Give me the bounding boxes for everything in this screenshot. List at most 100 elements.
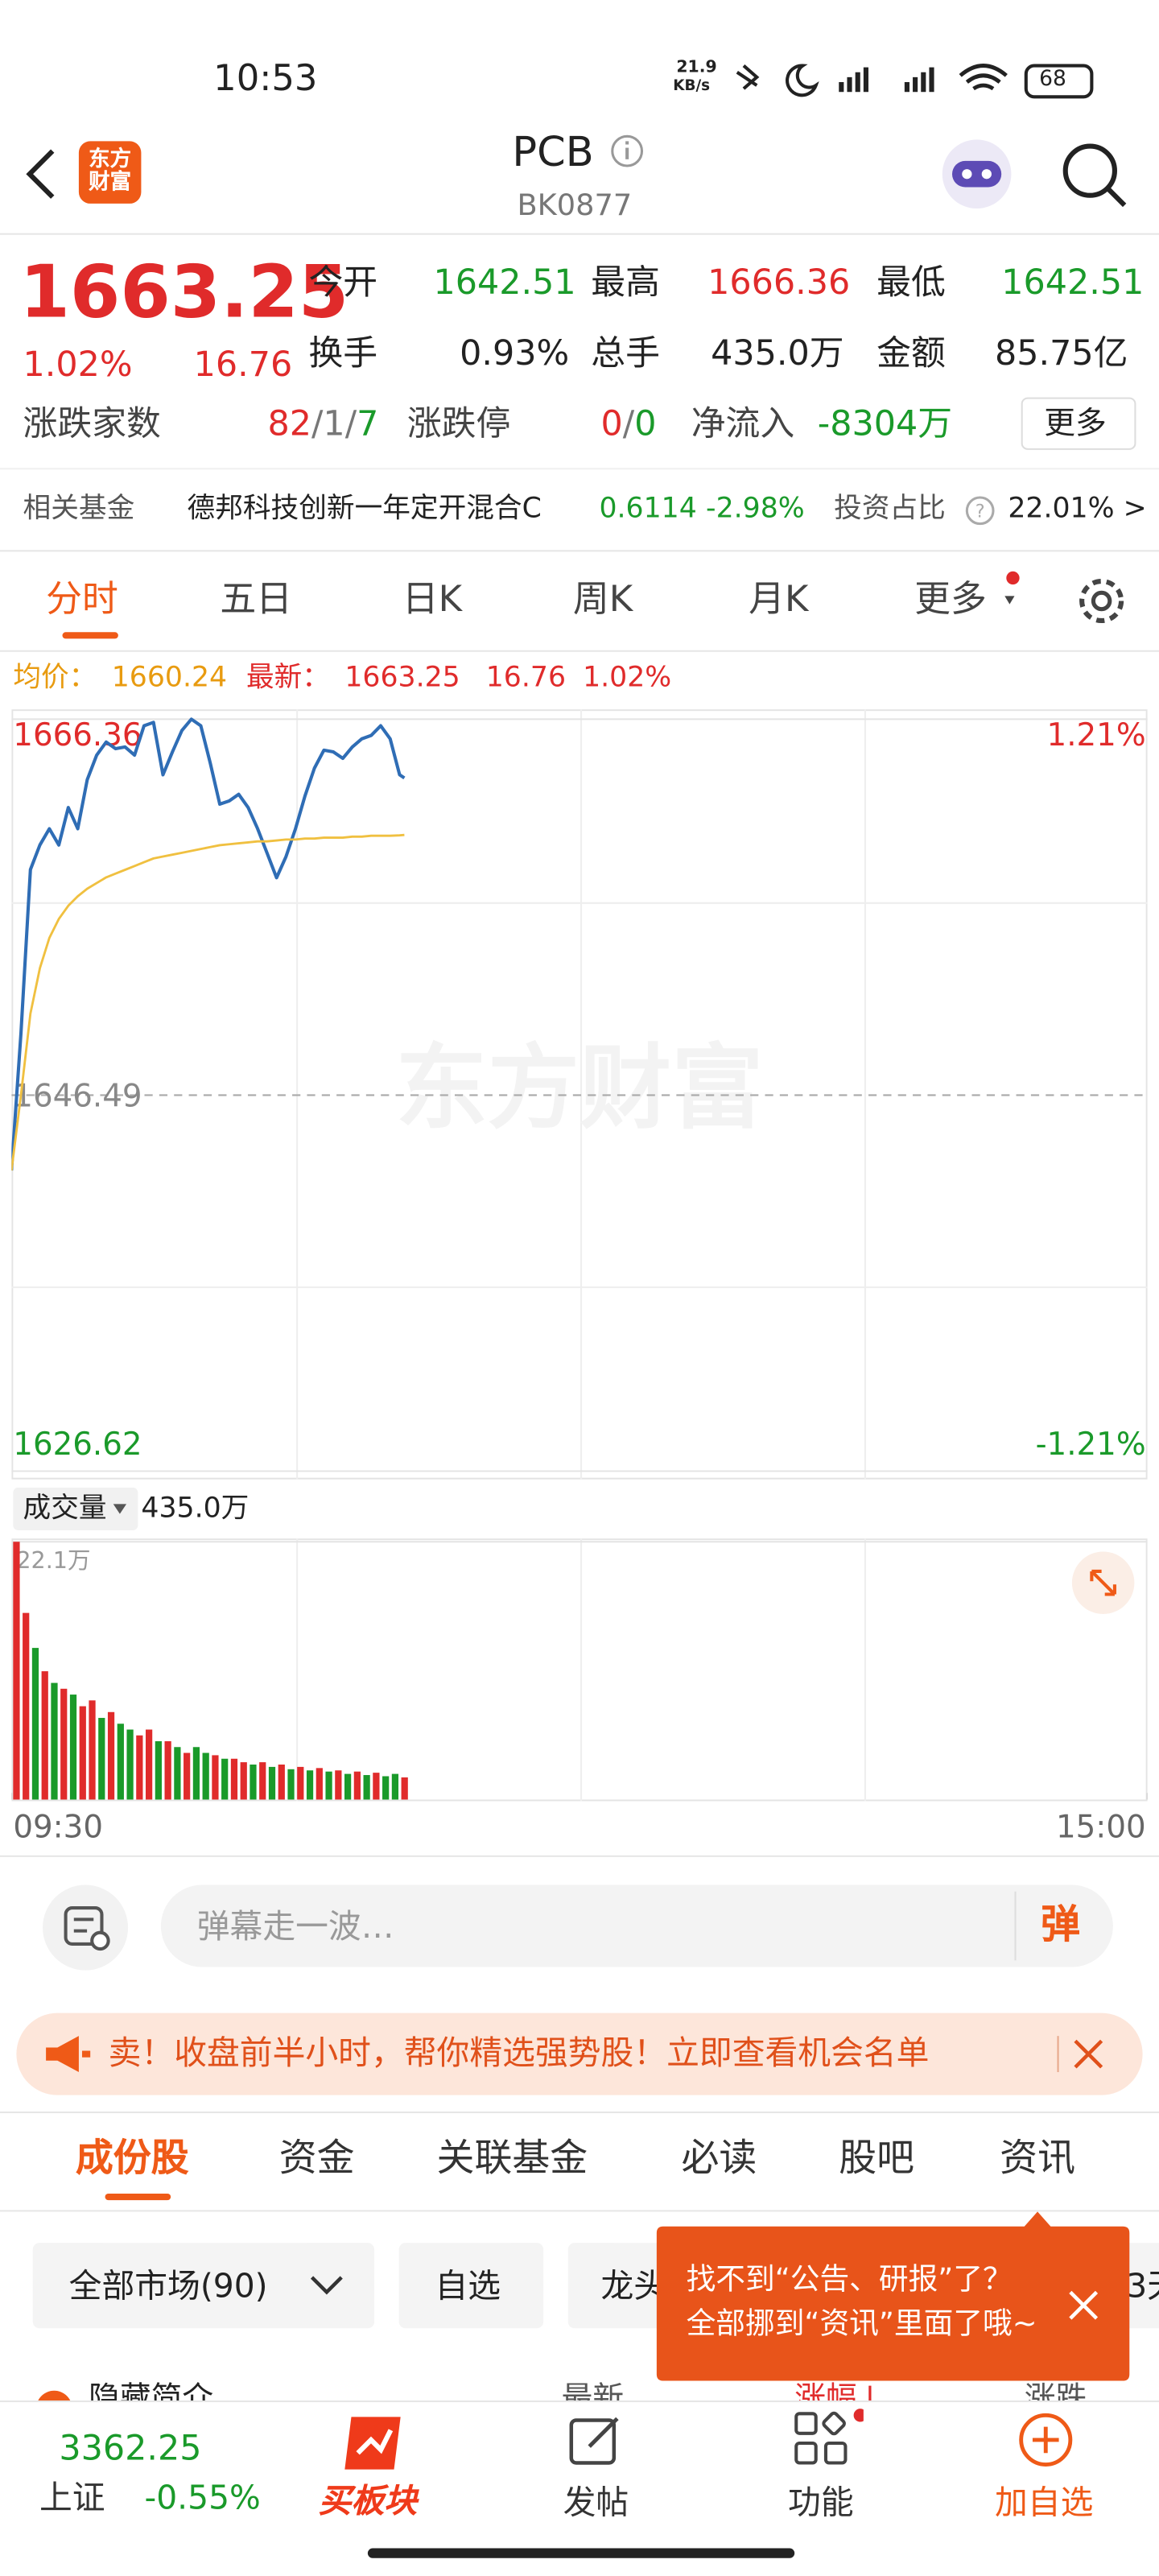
volume-bar [250,1764,257,1800]
volume-bar [126,1729,134,1800]
settings-button[interactable] [1074,573,1129,629]
function-icon[interactable] [791,2407,864,2473]
period-tab[interactable]: 日K [402,580,463,621]
separator: / [344,403,357,444]
limit-label: 涨跌停 [406,403,511,444]
volume-label[interactable]: 成交量 [23,1492,107,1525]
robot-avatar[interactable] [936,134,1018,213]
volume-bar [79,1706,86,1800]
more-indicator [1004,571,1020,605]
add-watchlist-icon[interactable] [1017,2410,1075,2469]
back-button[interactable] [19,144,62,203]
inflow-label: 净流入 [691,403,795,444]
dropdown-arrow [113,1504,127,1514]
price-line [11,833,405,1171]
more-button-label[interactable]: 更多 [1044,405,1107,442]
filter-chip[interactable] [398,2243,544,2329]
divider [0,2112,1159,2114]
tooltip-close[interactable] [1069,2290,1099,2320]
volume-bar [297,1766,304,1800]
period-tab[interactable]: 月K [749,580,809,621]
expand-icon[interactable] [1090,1569,1116,1596]
filter-label[interactable]: 3天 [1126,2265,1159,2306]
content-tab[interactable]: 资讯 [1000,2137,1075,2181]
volume-bar [31,1648,39,1800]
search-button[interactable] [1058,138,1130,210]
tab-indicator [62,632,118,639]
net-unit: KB/s [673,78,711,96]
divider [0,2210,1159,2212]
filter-label[interactable]: 全部市场(90) [68,2265,268,2306]
ratio-value[interactable]: 22.01% > [1008,492,1147,526]
last-label: 最新： [245,661,330,695]
volume-bar [221,1758,229,1800]
nav-item[interactable]: 买板块 [318,2480,418,2520]
fund-label: 相关基金 [23,492,135,526]
period-tab[interactable]: 更多 [914,580,987,621]
volume-bar [353,1771,361,1800]
watermark: 东方财富 [396,1034,764,1141]
volume-bar [23,1612,30,1800]
filter-label[interactable]: 自选 [435,2265,501,2306]
danmu-settings[interactable] [41,1883,130,1971]
volume-bar [391,1773,399,1800]
post-icon[interactable] [567,2410,625,2469]
last-change: 16.76 [485,661,567,695]
divider [0,468,1159,470]
index-name[interactable]: 上证 [39,2477,105,2517]
info-icon[interactable] [609,133,645,169]
content-tab[interactable]: 资金 [278,2137,355,2181]
volume-bar [89,1700,96,1800]
volume-bar [278,1764,285,1800]
last-change-pct: 1.02% [583,661,672,695]
nav-item[interactable]: 加自选 [995,2482,1094,2522]
divider [0,650,1159,652]
volume-bar [51,1682,58,1800]
content-tab[interactable]: 成份股 [75,2137,189,2181]
nav-item[interactable]: 功能 [788,2482,854,2522]
nav-item[interactable]: 发帖 [563,2482,629,2522]
banner-clip: 卖！收盘前半小时，帮你精选强势股！立即查看机会名单 [105,2029,1041,2079]
danmu-button[interactable]: 弹 [1041,1901,1081,1948]
index-value[interactable]: 3362.25 [59,2428,202,2468]
banner-close[interactable] [1070,2036,1107,2072]
avg-label: 均价： [13,661,97,695]
x-tick-label: 15:00 [1055,1809,1146,1846]
y2-tick-label: -1.21% [1036,1426,1146,1463]
avg-value: 1660.24 [111,661,228,695]
breadth: 82/1/7 [267,407,378,442]
volume-bar [145,1729,153,1800]
promo-banner[interactable] [16,2013,1143,2095]
index-change[interactable]: -0.55% [144,2477,261,2517]
last-price: 1663.25 [19,251,349,336]
volume-bar [259,1762,266,1800]
content-tab[interactable]: 股吧 [839,2137,915,2181]
tooltip [656,2211,1130,2381]
volume-bar [69,1695,77,1800]
content-tab[interactable]: 必读 [681,2137,757,2181]
home-indicator [367,2548,795,2558]
volume-bar [344,1773,352,1800]
svg-text:?: ? [975,501,985,522]
help-icon[interactable]: ? [963,494,996,527]
more-button[interactable] [1021,397,1136,450]
fund-name[interactable]: 德邦科技创新一年定开混合C [187,492,542,526]
filter-chip[interactable] [32,2243,375,2329]
fund-change: -2.98% [706,492,805,526]
bottom-nav [0,2400,1159,2576]
content-tab[interactable]: 关联基金 [436,2137,588,2181]
change: 16.76 [193,345,293,385]
period-tab[interactable]: 分时 [46,580,118,621]
volume-bar [382,1776,390,1800]
danmu-placeholder[interactable]: 弹幕走一波… [196,1906,394,1946]
filter-label[interactable]: 龙头 [600,2265,667,2306]
buy-sector-icon[interactable] [335,2410,407,2479]
period-tab[interactable]: 周K [572,580,633,621]
volume-bar [230,1758,238,1800]
banner-text[interactable]: 卖！收盘前半小时，帮你精选强势股！立即查看机会名单 [108,2033,930,2073]
page-title: PCB [512,128,594,176]
danmu-input[interactable] [160,1885,1113,1967]
volume-bar [41,1671,48,1800]
period-tab[interactable]: 五日 [220,580,293,621]
flat-count: 1 [323,403,345,444]
